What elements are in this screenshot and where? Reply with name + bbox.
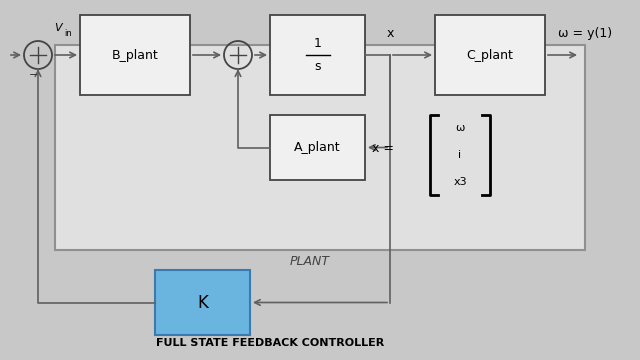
Text: x3: x3 [453,177,467,187]
Text: x: x [387,27,394,40]
Text: FULL STATE FEEDBACK CONTROLLER: FULL STATE FEEDBACK CONTROLLER [156,338,384,348]
Bar [155,270,250,335]
Bar [270,115,365,180]
Text: x =: x = [372,141,398,154]
Text: s: s [314,60,321,73]
Text: A_plant: A_plant [294,141,341,154]
Text: V: V [54,23,62,33]
Text: B_plant: B_plant [111,49,158,62]
Bar [270,15,365,95]
Bar [55,45,585,250]
Text: in: in [64,28,72,37]
Text: 1: 1 [314,37,321,50]
Text: PLANT: PLANT [290,255,330,268]
Text: C_plant: C_plant [467,49,513,62]
Text: i: i [458,150,461,160]
Text: K: K [197,293,208,311]
Text: ω: ω [455,123,465,133]
Text: ω = y(1): ω = y(1) [558,27,612,40]
Text: −: − [29,71,38,80]
Bar [80,15,190,95]
Bar [435,15,545,95]
